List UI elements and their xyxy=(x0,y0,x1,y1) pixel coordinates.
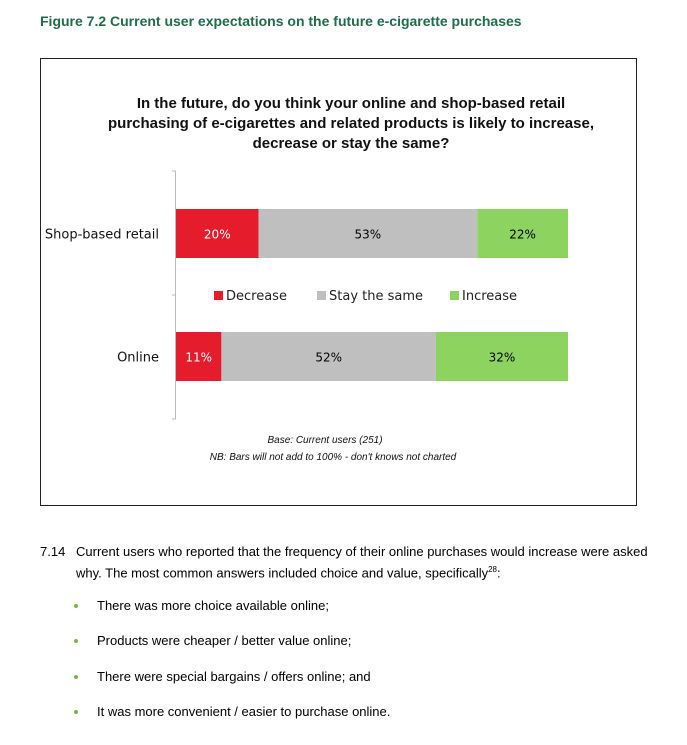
data-label: 32% xyxy=(489,351,516,365)
legend-label: Decrease xyxy=(226,289,287,304)
bar-segment xyxy=(221,332,436,381)
list-item-text: There was more choice available online; xyxy=(97,598,329,613)
list-item-text: There were special bargains / offers onl… xyxy=(97,668,371,684)
figure-title: Figure 7.2 Current user expectations on … xyxy=(40,13,522,29)
chart-note-nb: NB: Bars will not add to 100% - don't kn… xyxy=(210,452,457,463)
bar-segment xyxy=(258,209,478,258)
bar-segment xyxy=(176,332,222,381)
bullet-icon xyxy=(74,604,78,608)
category-label: Shop-based retail xyxy=(45,228,159,243)
bar-segment xyxy=(435,332,568,381)
paragraph-line-2: why. The most common answers included ch… xyxy=(76,565,489,581)
bar-segment xyxy=(477,209,568,258)
chart-frame: In the future, do you think your online … xyxy=(40,58,637,506)
data-label: 52% xyxy=(315,351,342,365)
chart-title-line: purchasing of e-cigarettes and related p… xyxy=(108,115,594,132)
list-item-text: It was more convenient / easier to purch… xyxy=(97,703,391,719)
bullet-icon xyxy=(74,639,78,644)
list-item: It was more convenient / easier to purch… xyxy=(72,703,390,738)
legend-swatch xyxy=(214,291,223,300)
bar-segment xyxy=(176,209,259,258)
legend-swatch xyxy=(450,291,459,300)
data-label: 22% xyxy=(509,228,536,242)
data-label: 20% xyxy=(204,228,231,242)
paragraph-number: 7.14 xyxy=(40,544,66,559)
list-item: Products were cheaper / better value onl… xyxy=(72,632,390,667)
paragraph-line-1: Current users who reported that the freq… xyxy=(76,544,648,559)
chart-title-line: decrease or stay the same? xyxy=(253,135,450,152)
bullet-icon xyxy=(74,674,78,679)
footnote-ref: 28 xyxy=(488,565,498,574)
stacked-bar-chart: In the future, do you think your online … xyxy=(45,95,594,463)
legend-swatch xyxy=(317,291,326,300)
paragraph-7-14: 7.14 Current users who reported that the… xyxy=(40,543,670,582)
list-item: There were special bargains / offers onl… xyxy=(72,668,390,703)
list-item: There was more choice available online; xyxy=(72,597,390,632)
data-label: 53% xyxy=(355,228,382,242)
chart-title-line: In the future, do you think your online … xyxy=(137,95,565,112)
paragraph-line-2-end: : xyxy=(497,565,501,581)
chart-note-base: Base: Current users (251) xyxy=(267,435,382,446)
category-label: Online xyxy=(117,351,159,366)
data-label: 11% xyxy=(185,351,212,365)
list-item-text: Products were cheaper / better value onl… xyxy=(97,633,352,649)
paragraph-text: Current users who reported that the freq… xyxy=(76,543,670,582)
bullet-icon xyxy=(74,709,78,714)
legend-label: Increase xyxy=(462,289,517,304)
legend-label: Stay the same xyxy=(329,289,423,304)
reasons-list: There was more choice available online; … xyxy=(72,597,390,738)
